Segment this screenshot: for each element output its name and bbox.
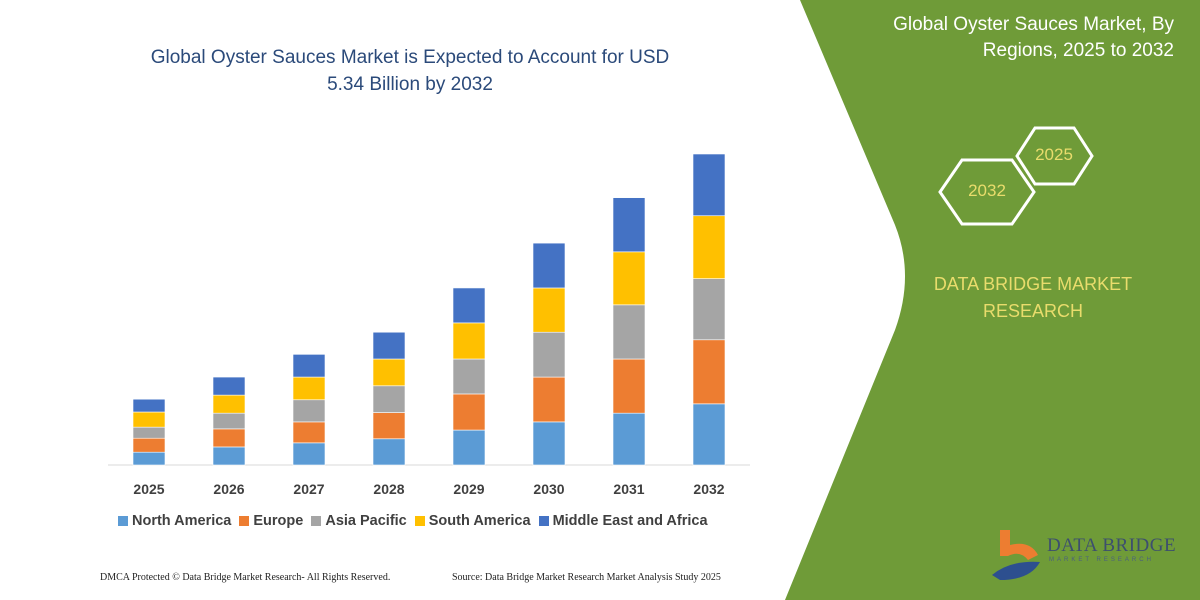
bar-segment-europe-2027 bbox=[292, 421, 326, 444]
x-tick-label: 2032 bbox=[693, 481, 725, 497]
bar-segment-middle-east-and-africa-2029 bbox=[452, 287, 486, 324]
bar-segment-south-america-2029 bbox=[452, 322, 486, 360]
side-title-line1: Global Oyster Sauces Market, By bbox=[893, 14, 1174, 35]
hexagon-end-label: 2032 bbox=[968, 181, 1006, 200]
hexagon-2032 bbox=[938, 158, 1036, 226]
chart-title-line1: Global Oyster Sauces Market is Expected … bbox=[150, 47, 670, 68]
x-tick-label: 2028 bbox=[373, 481, 405, 497]
chart-title-line2: 5.34 Billion by 2032 bbox=[327, 74, 493, 95]
legend-item: North America bbox=[118, 513, 231, 529]
brand-text: DATA BRIDGE MARKET RESEARCH bbox=[920, 271, 1146, 325]
bar-segment-north-america-2030 bbox=[532, 421, 566, 466]
bar-segment-middle-east-and-africa-2027 bbox=[292, 354, 326, 378]
bar-segment-south-america-2031 bbox=[612, 251, 646, 306]
bar-segment-north-america-2029 bbox=[452, 429, 486, 466]
copyright-text: DMCA Protected © Data Bridge Market Rese… bbox=[100, 572, 391, 583]
chart-legend: North America Europe Asia Pacific South Ame… bbox=[118, 513, 708, 529]
bar-segment-middle-east-and-africa-2032 bbox=[692, 153, 726, 217]
bar-segment-asia-pacific-2026 bbox=[212, 412, 246, 430]
brand-line1: DATA BRIDGE MARKET bbox=[933, 274, 1133, 294]
x-tick-label: 2026 bbox=[213, 481, 245, 497]
data-bridge-logo-icon bbox=[992, 530, 1040, 580]
legend-label: Asia Pacific bbox=[325, 513, 407, 529]
bar-segment-north-america-2026 bbox=[212, 446, 246, 466]
x-tick-label: 2025 bbox=[133, 481, 165, 497]
bar-segment-asia-pacific-2031 bbox=[612, 304, 646, 360]
bar-segment-europe-2026 bbox=[212, 428, 246, 448]
bar-segment-europe-2025 bbox=[132, 437, 166, 453]
side-panel-title: Global Oyster Sauces Market, By Regions,… bbox=[834, 12, 1174, 64]
bar-segment-asia-pacific-2025 bbox=[132, 426, 166, 439]
source-text: Source: Data Bridge Market Research Mark… bbox=[452, 572, 721, 583]
bars-group bbox=[132, 153, 726, 466]
bar-segment-asia-pacific-2032 bbox=[692, 278, 726, 341]
legend-swatch bbox=[538, 516, 549, 526]
bar-segment-north-america-2027 bbox=[292, 442, 326, 466]
legend-label: South America bbox=[428, 513, 531, 529]
legend-item: Middle East and Africa bbox=[538, 513, 708, 529]
bar-segment-asia-pacific-2027 bbox=[292, 399, 326, 423]
hexagon-2025 bbox=[1015, 126, 1094, 186]
bar-segment-asia-pacific-2030 bbox=[532, 331, 566, 378]
x-tick-label: 2027 bbox=[293, 481, 325, 497]
legend-swatch bbox=[414, 516, 425, 526]
chart-title: Global Oyster Sauces Market is Expected … bbox=[100, 44, 720, 98]
logo-subtext: MARKET RESEARCH bbox=[1049, 557, 1154, 563]
bar-segment-south-america-2026 bbox=[212, 394, 246, 414]
bar-segment-europe-2028 bbox=[372, 412, 406, 440]
bar-segment-south-america-2032 bbox=[692, 215, 726, 279]
legend-swatch bbox=[118, 516, 128, 526]
bar-segment-north-america-2032 bbox=[692, 403, 726, 466]
bar-segment-north-america-2025 bbox=[132, 451, 166, 466]
legend-item: South America bbox=[414, 513, 531, 529]
legend-label: Europe bbox=[253, 513, 304, 529]
logo-text: DATA BRIDGE bbox=[1047, 535, 1177, 556]
legend-item: Europe bbox=[239, 513, 303, 529]
bar-segment-asia-pacific-2028 bbox=[372, 385, 406, 413]
legend-swatch bbox=[311, 516, 322, 526]
legend-label: Middle East and Africa bbox=[552, 513, 708, 529]
bar-segment-south-america-2030 bbox=[532, 287, 566, 333]
bar-segment-middle-east-and-africa-2030 bbox=[532, 242, 566, 289]
bar-segment-europe-2030 bbox=[532, 376, 566, 423]
legend-swatch bbox=[239, 516, 250, 526]
bar-segment-north-america-2031 bbox=[612, 412, 646, 466]
bar-segment-south-america-2025 bbox=[132, 411, 166, 428]
bar-segment-europe-2031 bbox=[612, 358, 646, 414]
bar-segment-europe-2032 bbox=[692, 339, 726, 405]
bar-segment-europe-2029 bbox=[452, 393, 486, 431]
bar-segment-asia-pacific-2029 bbox=[452, 358, 486, 395]
bar-segment-north-america-2028 bbox=[372, 438, 406, 466]
bar-segment-middle-east-and-africa-2025 bbox=[132, 398, 166, 413]
bar-segment-middle-east-and-africa-2026 bbox=[212, 376, 246, 396]
green-side-panel bbox=[785, 0, 1200, 600]
legend-item: Asia Pacific bbox=[311, 513, 407, 529]
x-tick-label: 2030 bbox=[533, 481, 565, 497]
brand-line2: RESEARCH bbox=[982, 301, 1084, 321]
bar-segment-middle-east-and-africa-2028 bbox=[372, 331, 406, 360]
x-tick-label: 2031 bbox=[613, 481, 645, 497]
bar-segment-middle-east-and-africa-2031 bbox=[612, 197, 646, 253]
hexagon-start-label: 2025 bbox=[1035, 145, 1073, 164]
x-tick-label: 2029 bbox=[453, 481, 485, 497]
bar-segment-south-america-2027 bbox=[292, 376, 326, 401]
legend-label: North America bbox=[132, 513, 232, 529]
side-title-line2: Regions, 2025 to 2032 bbox=[982, 40, 1174, 61]
bar-segment-south-america-2028 bbox=[372, 358, 406, 387]
